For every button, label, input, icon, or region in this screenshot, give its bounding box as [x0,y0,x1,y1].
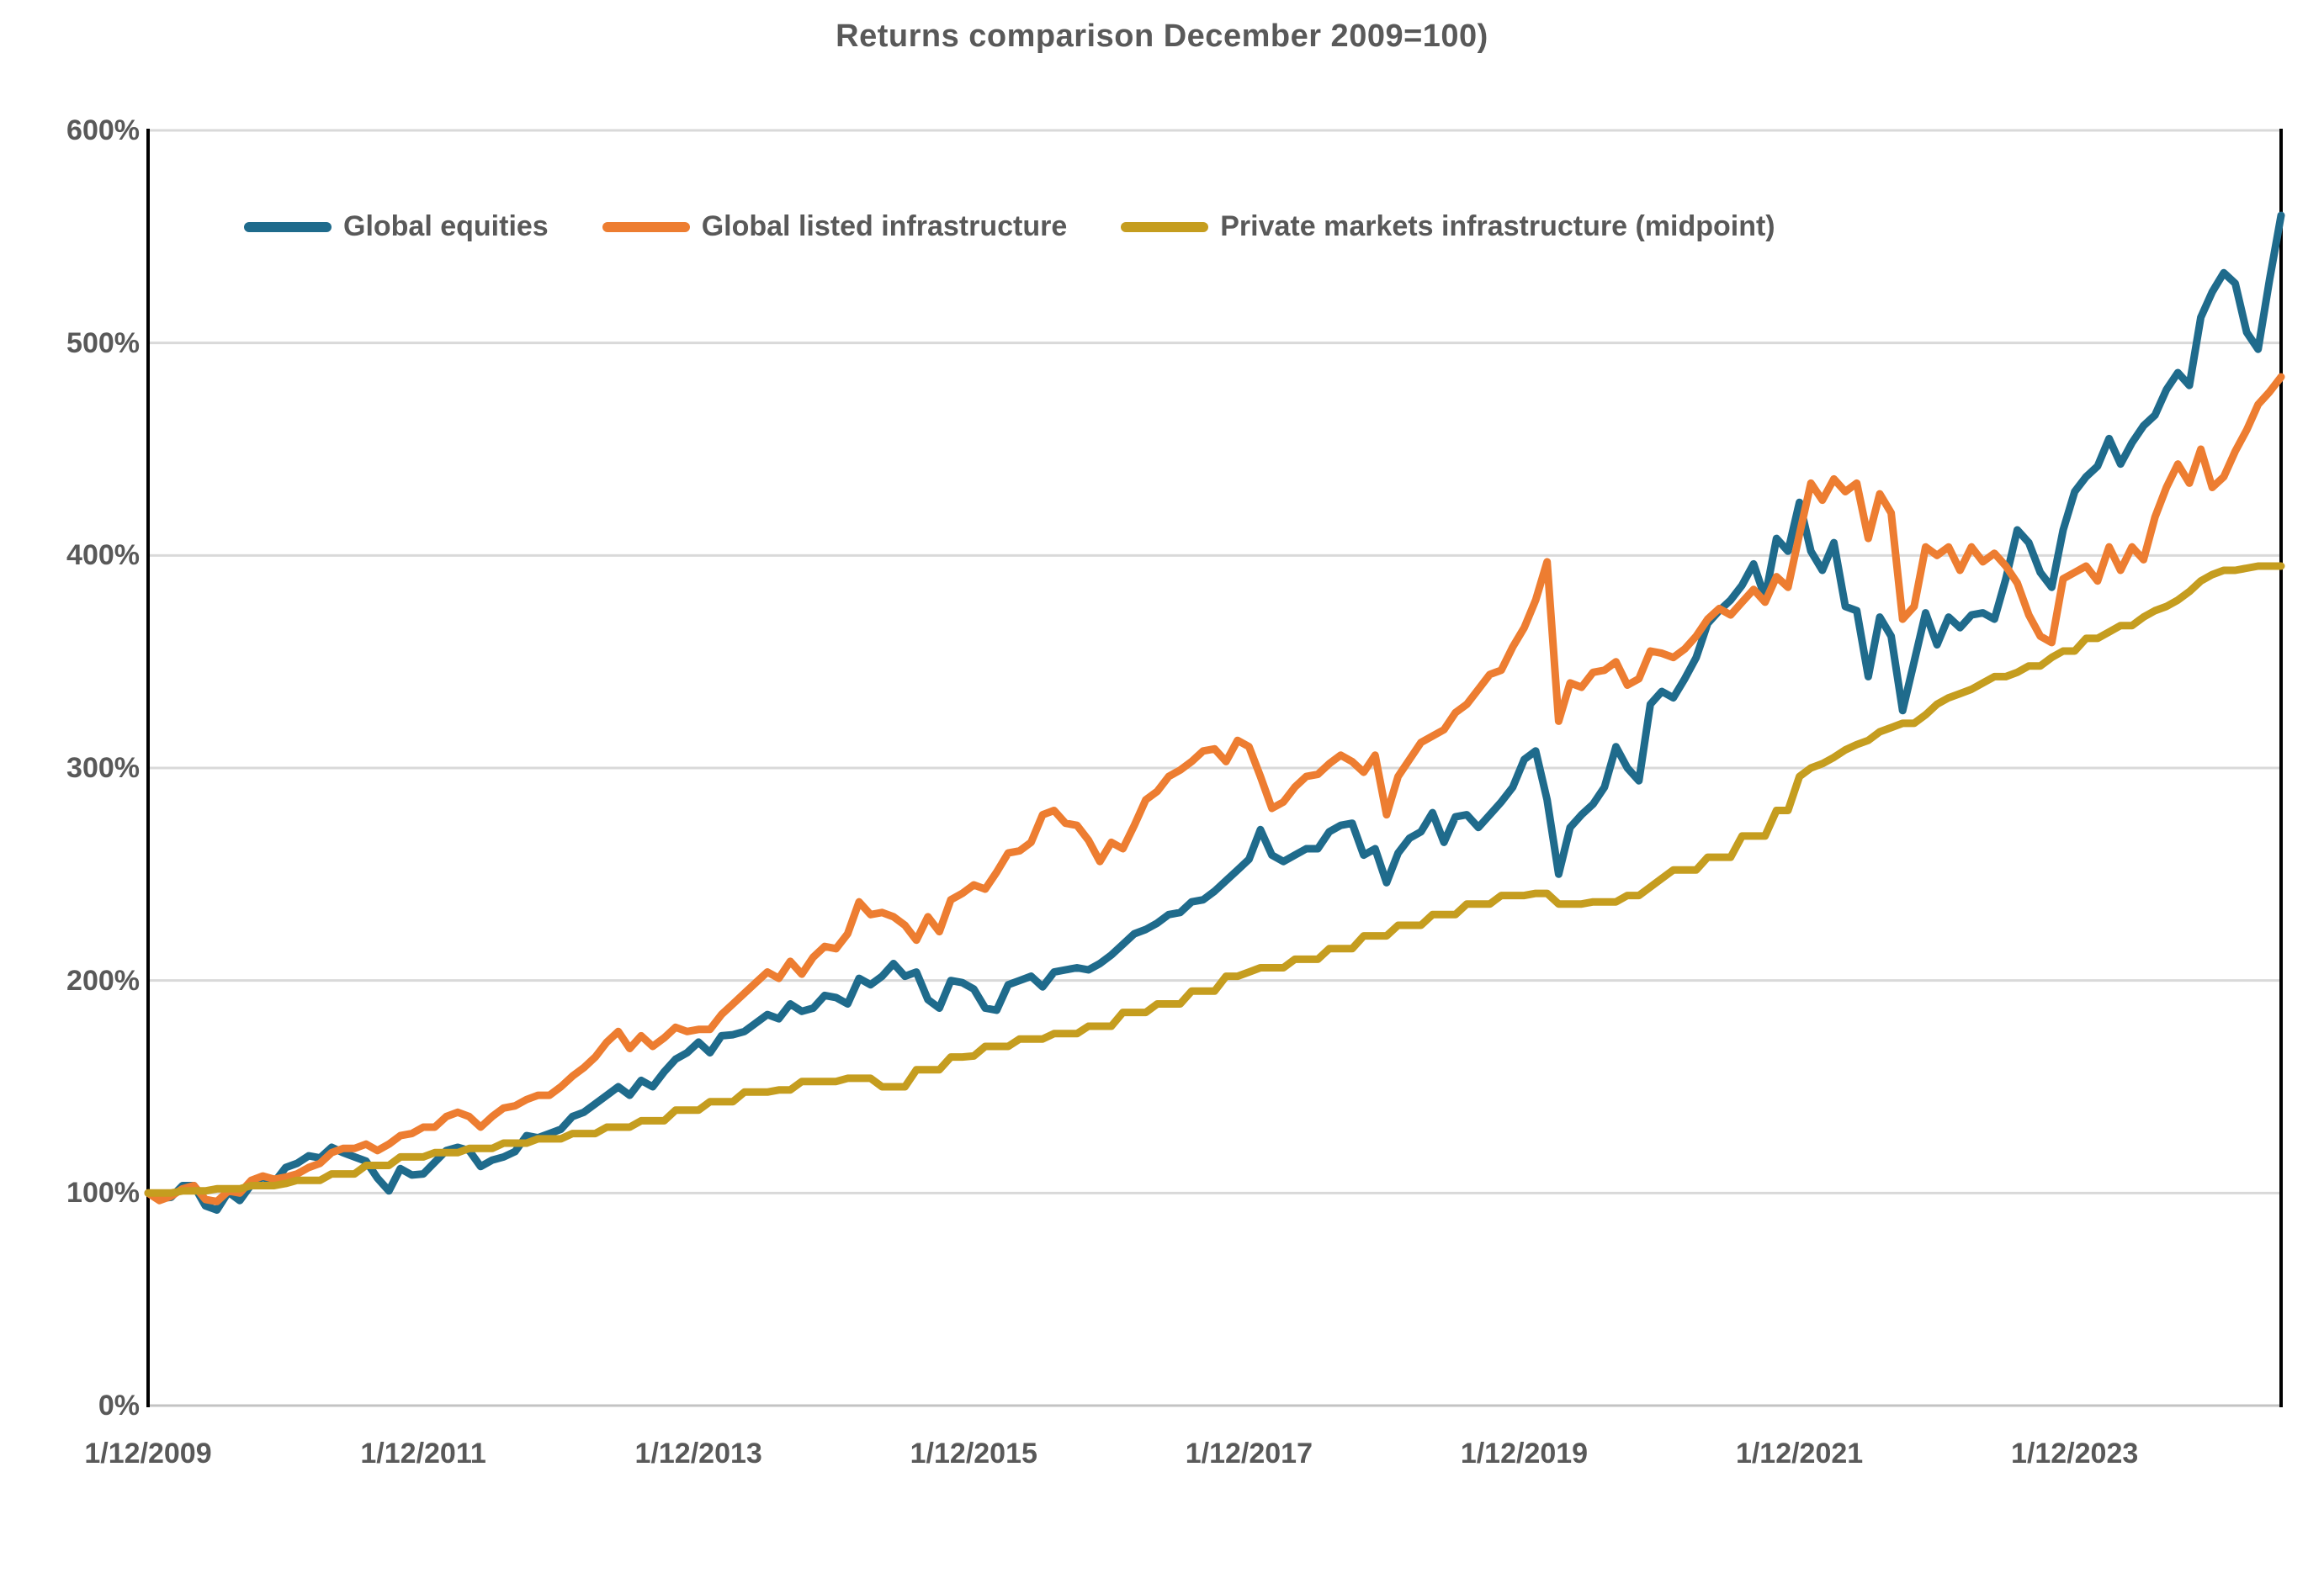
chart-title: Returns comparison December 2009=100) [836,19,1488,54]
legend-label-global-equities: Global equities [343,210,549,242]
legend-swatch-private-markets-infrastructure-midpoint [1121,221,1209,232]
series-line-global-listed-infrastructure [144,373,2285,1205]
x-tick-label-1-12-2015: 1/12/2015 [910,1438,1037,1470]
legend-label-private-markets-infrastructure-midpoint: Private markets infrastructure (midpoint… [1220,210,1775,242]
legend-swatch-global-equities [244,221,332,232]
chart-legend: Global equities Global listed infrastruct… [244,210,1775,243]
y-tick-label-100: 100% [66,1177,140,1210]
y-tick-label-600: 600% [66,114,140,146]
legend-item-global-listed-infrastructure: Global listed infrastructure [602,210,1068,243]
y-tick-label-500: 500% [66,326,140,359]
y-tick-label-200: 200% [66,964,140,997]
x-tick-label-1-12-2023: 1/12/2023 [2011,1438,2139,1470]
x-tick-label-1-12-2019: 1/12/2019 [1460,1438,1589,1470]
series-line-global-equities [144,211,2285,1214]
legend-swatch-global-listed-infrastructure [602,221,690,232]
y-tick-label-0: 0% [98,1390,140,1422]
y-tick-label-300: 300% [66,752,140,784]
x-tick-label-1-12-2009: 1/12/2009 [84,1438,212,1470]
series-line-private-markets-infrastructure-midpoint [144,562,2285,1197]
y-tick-label-400: 400% [66,539,140,572]
legend-item-global-equities: Global equities [244,210,549,243]
legend-item-private-markets-infrastructure-midpoint: Private markets infrastructure (midpoint… [1121,210,1775,243]
legend-label-global-listed-infrastructure: Global listed infrastructure [701,210,1068,242]
x-tick-label-1-12-2021: 1/12/2021 [1735,1438,1864,1470]
x-tick-label-1-12-2011: 1/12/2011 [360,1438,486,1470]
x-tick-label-1-12-2017: 1/12/2017 [1185,1438,1313,1470]
x-tick-label-1-12-2013: 1/12/2013 [634,1438,762,1470]
